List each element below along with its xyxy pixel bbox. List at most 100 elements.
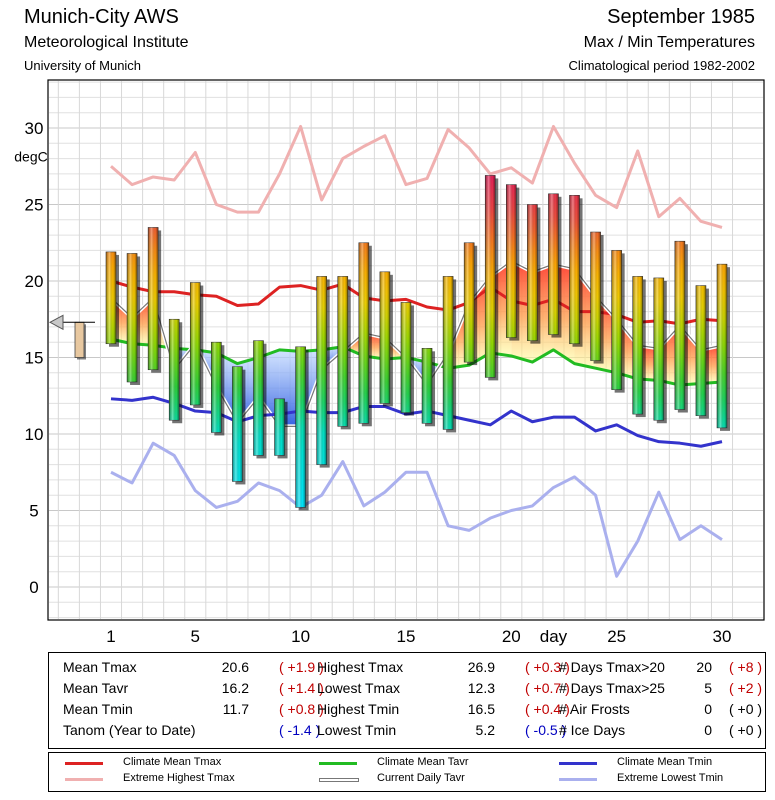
legend-swatch bbox=[65, 762, 103, 765]
day-bar-shading bbox=[106, 251, 116, 344]
day-bar-shading bbox=[443, 276, 454, 430]
period-title: September 1985 bbox=[607, 6, 755, 28]
series-line-extreme-highest-tmax bbox=[110, 124, 723, 229]
day-bar-shading bbox=[169, 319, 180, 421]
legend-swatch bbox=[319, 778, 359, 782]
y-tick-label: 15 bbox=[25, 349, 44, 368]
stat-label: # Days Tmax>25 bbox=[559, 680, 665, 696]
stat-anomaly: ( +8 ) bbox=[729, 659, 763, 675]
day-bar-shading bbox=[211, 342, 222, 433]
stat-value: 20.6 bbox=[221, 659, 249, 675]
station-name: Munich-City AWS bbox=[24, 6, 179, 28]
stat-label: Mean Tavr bbox=[63, 680, 129, 696]
chart-legend: Climate Mean Tmax Climate Mean Tavr Climat… bbox=[48, 752, 766, 792]
stat-label: # Days Tmax>20 bbox=[559, 659, 665, 675]
stat-label: Highest Tmax bbox=[317, 659, 404, 675]
day-bar-shading bbox=[548, 193, 559, 335]
day-bar-shading bbox=[274, 398, 285, 456]
x-tick-label: 10 bbox=[291, 627, 310, 646]
legend-label: Extreme Lowest Tmin bbox=[617, 772, 724, 784]
stat-label: # Air Frosts bbox=[559, 701, 630, 717]
day-bar-shading bbox=[190, 282, 201, 405]
stat-anomaly: ( -1.4 ) bbox=[279, 722, 321, 738]
y-axis-label: degC bbox=[14, 149, 47, 165]
x-tick-label: 25 bbox=[607, 627, 626, 646]
stats-row: Tanom (Year to Date) ( -1.4 ) Lowest Tmin 5… bbox=[49, 722, 765, 742]
day-bar-shading bbox=[379, 271, 390, 404]
stat-anomaly: ( +0.8 ) bbox=[279, 701, 324, 717]
day-bar-shading bbox=[674, 241, 685, 410]
day-bar-shading bbox=[295, 346, 306, 508]
y-tick-label: 0 bbox=[29, 578, 38, 597]
stats-row: Mean Tmin 11.7 ( +0.8 ) Highest Tmin 16.5 ( +… bbox=[49, 701, 765, 721]
x-tick-label: 1 bbox=[106, 627, 115, 646]
climate-period: Climatological period 1982-2002 bbox=[568, 58, 755, 73]
legend-label: Climate Mean Tmin bbox=[617, 756, 713, 768]
legend-swatch bbox=[559, 762, 597, 765]
y-tick-label: 30 bbox=[25, 119, 44, 138]
stat-label: Highest Tmin bbox=[317, 701, 400, 717]
day-bar-shading bbox=[148, 227, 159, 370]
legend-label: Current Daily Tavr bbox=[377, 772, 465, 784]
x-tick-label: 5 bbox=[191, 627, 200, 646]
legend-swatch bbox=[319, 762, 357, 765]
day-bar-shading bbox=[485, 175, 496, 378]
stat-anomaly: ( +1.4 ) bbox=[279, 680, 324, 696]
stat-label: Mean Tmin bbox=[63, 701, 133, 717]
day-bar-shading bbox=[358, 242, 369, 424]
day-bar-shading bbox=[717, 264, 727, 428]
legend-swatch bbox=[65, 778, 103, 781]
day-bar-shading bbox=[316, 276, 327, 465]
stat-value: 5.2 bbox=[475, 722, 495, 738]
day-bar-shading bbox=[337, 276, 348, 427]
day-bar-shading bbox=[127, 253, 138, 382]
stat-label: Mean Tmax bbox=[63, 659, 137, 675]
x-tick-label: 15 bbox=[397, 627, 416, 646]
day-bar-shading bbox=[611, 250, 622, 390]
legend-label: Climate Mean Tavr bbox=[377, 756, 469, 768]
stat-anomaly: ( +0 ) bbox=[729, 701, 763, 717]
stat-anomaly: ( +0.7 ) bbox=[525, 680, 570, 696]
university-name: University of Munich bbox=[24, 58, 142, 73]
stat-label: Lowest Tmax bbox=[317, 680, 400, 696]
stat-label: # Ice Days bbox=[559, 722, 626, 738]
day-bar-shading bbox=[422, 348, 433, 424]
x-tick-label: 20 bbox=[502, 627, 521, 646]
stat-anomaly: ( -0.5 ) bbox=[525, 722, 567, 738]
series-line-extreme-lowest-tmin bbox=[110, 441, 723, 578]
stat-anomaly: ( +0.3 ) bbox=[525, 659, 570, 675]
day-bar-shading bbox=[695, 285, 706, 416]
legend-label: Climate Mean Tmax bbox=[123, 756, 222, 768]
stat-value: 16.5 bbox=[467, 701, 495, 717]
stat-value: 0 bbox=[704, 722, 712, 738]
x-tick-label: 30 bbox=[713, 627, 732, 646]
tanom-arrow-icon bbox=[48, 314, 64, 331]
day-bar-shading bbox=[400, 302, 411, 413]
statistics-panel: Mean Tmax 20.6 ( +1.9 ) Highest Tmax 26.9 ( +… bbox=[48, 652, 766, 749]
stat-anomaly: ( +0 ) bbox=[729, 722, 763, 738]
legend-label: Extreme Highest Tmax bbox=[123, 772, 235, 784]
day-bar-shading bbox=[506, 184, 517, 338]
day-bar-shading bbox=[464, 242, 475, 363]
y-tick-label: 5 bbox=[29, 502, 38, 521]
day-bar-shading bbox=[590, 232, 601, 361]
day-bar-shading bbox=[253, 340, 264, 456]
stats-row: Mean Tmax 20.6 ( +1.9 ) Highest Tmax 26.9 ( +… bbox=[49, 659, 765, 679]
stat-value: 20 bbox=[696, 659, 712, 675]
stat-label: Lowest Tmin bbox=[317, 722, 397, 738]
day-bar-shading bbox=[569, 195, 580, 344]
stats-row: Mean Tavr 16.2 ( +1.4 ) Lowest Tmax 12.3 ( +0… bbox=[49, 680, 765, 700]
day-bar-shading bbox=[632, 276, 643, 415]
stat-value: 0 bbox=[704, 701, 712, 717]
x-axis-label: day bbox=[540, 627, 568, 646]
grid bbox=[49, 81, 763, 619]
stat-label: Tanom (Year to Date) bbox=[63, 722, 196, 738]
chart-subtitle: Max / Min Temperatures bbox=[583, 34, 755, 51]
stat-value: 11.7 bbox=[222, 701, 249, 717]
day-bar-shading bbox=[527, 204, 538, 341]
y-tick-label: 10 bbox=[25, 425, 44, 444]
institute-name: Meteorological Institute bbox=[24, 34, 189, 51]
stat-value: 16.2 bbox=[221, 680, 249, 696]
stat-anomaly: ( +0.4 ) bbox=[525, 701, 570, 717]
